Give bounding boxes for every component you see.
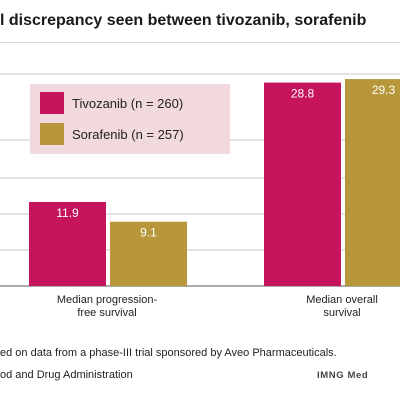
legend-entry-2: Sorafenib (n = 257) bbox=[72, 127, 184, 142]
bar-group-1-1: 11.9 bbox=[29, 201, 106, 286]
data-label: 28.8 bbox=[291, 87, 315, 101]
legend: Tivozanib (n = 260) Sorafenib (n = 257) bbox=[30, 84, 230, 154]
bar-group-2-2: 29.3 bbox=[345, 79, 400, 286]
bar-tivozanib-1 bbox=[29, 201, 106, 286]
chart-title: l discrepancy seen between tivozanib, so… bbox=[0, 12, 367, 29]
bars: 11.9 9.1 28.8 29.3 bbox=[29, 79, 400, 286]
publisher-credit: IMNG Med bbox=[317, 370, 369, 381]
bar-tivozanib-2 bbox=[264, 82, 341, 286]
legend-entry-1: Tivozanib (n = 260) bbox=[72, 96, 183, 111]
data-label: 29.3 bbox=[372, 83, 396, 97]
legend-swatch-1 bbox=[40, 92, 64, 114]
category-label-2: Median overall survival bbox=[306, 294, 378, 319]
data-label: 9.1 bbox=[140, 226, 157, 240]
bar-group-1-2: 9.1 bbox=[110, 221, 187, 286]
title-band: l discrepancy seen between tivozanib, so… bbox=[0, 0, 400, 43]
source-credit-line: od and Drug Administration bbox=[0, 369, 133, 381]
bar-sorafenib-1 bbox=[110, 221, 187, 286]
category-label-1: Median progression-free survival bbox=[57, 294, 158, 319]
source-note: ed on data from a phase-III trial sponso… bbox=[0, 347, 337, 359]
bar-group-2-1: 28.8 bbox=[264, 82, 341, 286]
data-label: 11.9 bbox=[56, 206, 79, 220]
legend-swatch-2 bbox=[40, 123, 64, 145]
bar-sorafenib-2 bbox=[345, 79, 400, 286]
category-labels: Median progression-free survival Median o… bbox=[57, 294, 378, 319]
